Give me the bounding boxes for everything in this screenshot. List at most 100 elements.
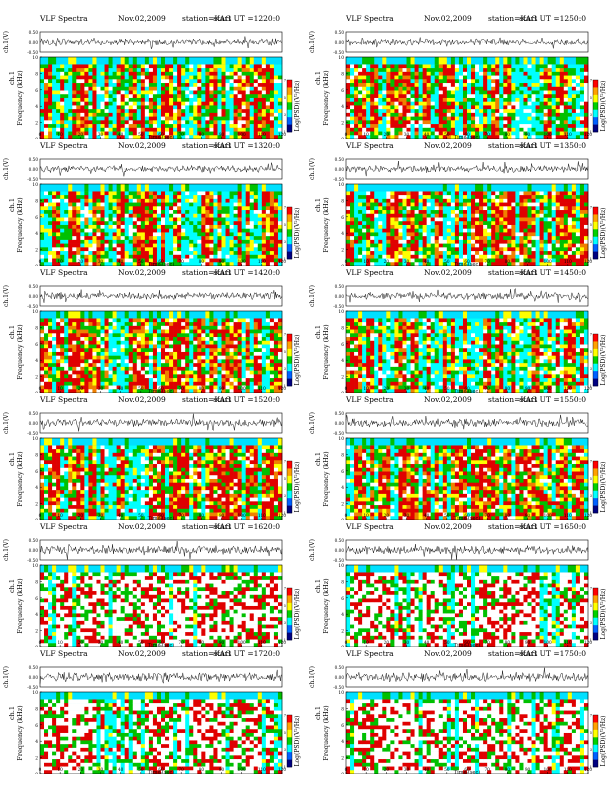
spectrogram-cell xyxy=(233,262,238,266)
spectrogram-cell xyxy=(487,254,492,259)
spectrogram-cell xyxy=(390,213,395,218)
spectrogram-cell xyxy=(483,83,488,88)
spectrogram-cell xyxy=(265,64,271,69)
spectrogram-cell xyxy=(483,262,488,266)
spectrogram-cell xyxy=(181,68,186,73)
spectrogram-cell xyxy=(249,202,255,207)
spectrogram-cell xyxy=(426,195,431,200)
spectrogram-cell xyxy=(48,90,53,95)
spectrogram-cell xyxy=(515,109,520,114)
spectrogram-cell xyxy=(462,112,468,117)
spectrogram-cell xyxy=(458,83,464,88)
spectrogram-cell xyxy=(201,217,206,222)
spectrogram-cell xyxy=(539,120,544,125)
spectrogram-cell xyxy=(442,195,448,200)
spectrogram-cell xyxy=(273,239,279,244)
spectrogram-cell xyxy=(491,247,496,252)
spectrogram-cell xyxy=(499,217,504,222)
spectrogram-cell xyxy=(454,71,460,76)
spectrogram-cell xyxy=(487,83,492,88)
spectrogram-cell xyxy=(370,120,375,125)
spectrogram-cell xyxy=(96,124,101,129)
spectrogram-top-band xyxy=(531,184,536,192)
spectrogram-cell xyxy=(511,97,516,102)
spectrogram-cell xyxy=(140,239,146,244)
spectrogram-cell xyxy=(454,202,460,207)
spectrogram-cell xyxy=(475,120,480,125)
spectrogram-cell xyxy=(366,94,371,99)
spectrogram-cell xyxy=(124,228,130,233)
spectrogram-cell xyxy=(92,131,97,136)
waveform-tick-label: 0.50 xyxy=(29,157,39,162)
spectrogram-cell xyxy=(454,206,460,211)
spectrogram-cell xyxy=(132,258,138,263)
spectrogram-cell xyxy=(92,75,97,80)
spectrogram-cell xyxy=(156,254,162,259)
spectrogram-cell xyxy=(382,236,387,241)
spectrogram-cell xyxy=(458,131,464,136)
spectrogram-cell xyxy=(575,94,581,99)
spectrogram-cell xyxy=(161,251,166,256)
spectrogram-cell xyxy=(181,135,186,139)
spectrogram-cell xyxy=(165,90,170,95)
spectrogram-cell xyxy=(462,97,468,102)
spectrogram-cell xyxy=(165,195,170,200)
spectrogram-cell xyxy=(108,90,113,95)
spectrogram-cell xyxy=(410,112,415,117)
spectrogram-cell xyxy=(382,206,387,211)
spectrogram-cell xyxy=(551,112,557,117)
spectrogram-cell xyxy=(148,202,154,207)
spectrogram-cell xyxy=(148,90,154,95)
spectrogram-cell xyxy=(458,191,464,196)
spectrogram-cell xyxy=(265,112,271,117)
spectrogram-cell xyxy=(571,135,577,139)
spectrogram-cell xyxy=(40,112,45,117)
spectrogram-cell xyxy=(245,120,251,125)
spectrogram-cell xyxy=(173,251,178,256)
spectrogram-cell xyxy=(108,258,113,263)
spectrogram-cell xyxy=(116,210,121,215)
spectrogram-cell xyxy=(571,90,577,95)
spectrogram-cell xyxy=(503,236,508,241)
spectrogram-cell xyxy=(386,86,391,91)
spectrogram-cell xyxy=(479,224,484,229)
spectrogram-cell xyxy=(213,206,218,211)
spectrogram-cell xyxy=(177,124,182,129)
spectrogram-cell xyxy=(483,258,488,263)
spectrogram-cell xyxy=(487,198,492,203)
spectrogram-cell xyxy=(354,79,359,84)
spectrogram-cell xyxy=(559,64,565,69)
spectrogram-top-band xyxy=(354,57,359,65)
spectrogram-cell xyxy=(418,224,423,229)
spectrogram-cell xyxy=(161,94,166,99)
spectrogram-cell xyxy=(80,239,85,244)
spectrogram-cell xyxy=(531,191,536,196)
spectrogram-cell xyxy=(438,243,444,248)
spectrogram-cell xyxy=(458,112,464,117)
spectrogram-cell xyxy=(579,131,585,136)
spectrogram-cell xyxy=(277,254,283,259)
spectrogram-cell xyxy=(189,243,194,248)
spectrogram-cell xyxy=(116,258,121,263)
spectrogram-cell xyxy=(40,75,45,80)
spectrogram-cell xyxy=(40,195,45,200)
spectrogram-cell xyxy=(177,112,182,117)
spectrogram-cell xyxy=(221,254,226,259)
spectrogram-cell xyxy=(48,124,53,129)
spectrogram-cell xyxy=(503,120,508,125)
spectrogram-cell xyxy=(487,105,492,110)
spectrogram-cell xyxy=(132,221,138,226)
spectrogram-cell xyxy=(491,251,496,256)
spectrogram-cell xyxy=(523,198,528,203)
spectrogram-cell xyxy=(366,254,371,259)
spectrogram-cell xyxy=(402,206,407,211)
spectrogram-cell xyxy=(124,191,130,196)
spectrogram-cell xyxy=(177,86,182,91)
spectrogram-cell xyxy=(253,262,259,266)
spectrogram-cell xyxy=(495,247,500,252)
spectrogram-cell xyxy=(84,210,89,215)
spectrogram-cell xyxy=(499,251,504,256)
spectrogram-cell xyxy=(269,198,275,203)
spectrogram-cell xyxy=(60,64,65,69)
spectrogram-cell xyxy=(277,262,283,266)
